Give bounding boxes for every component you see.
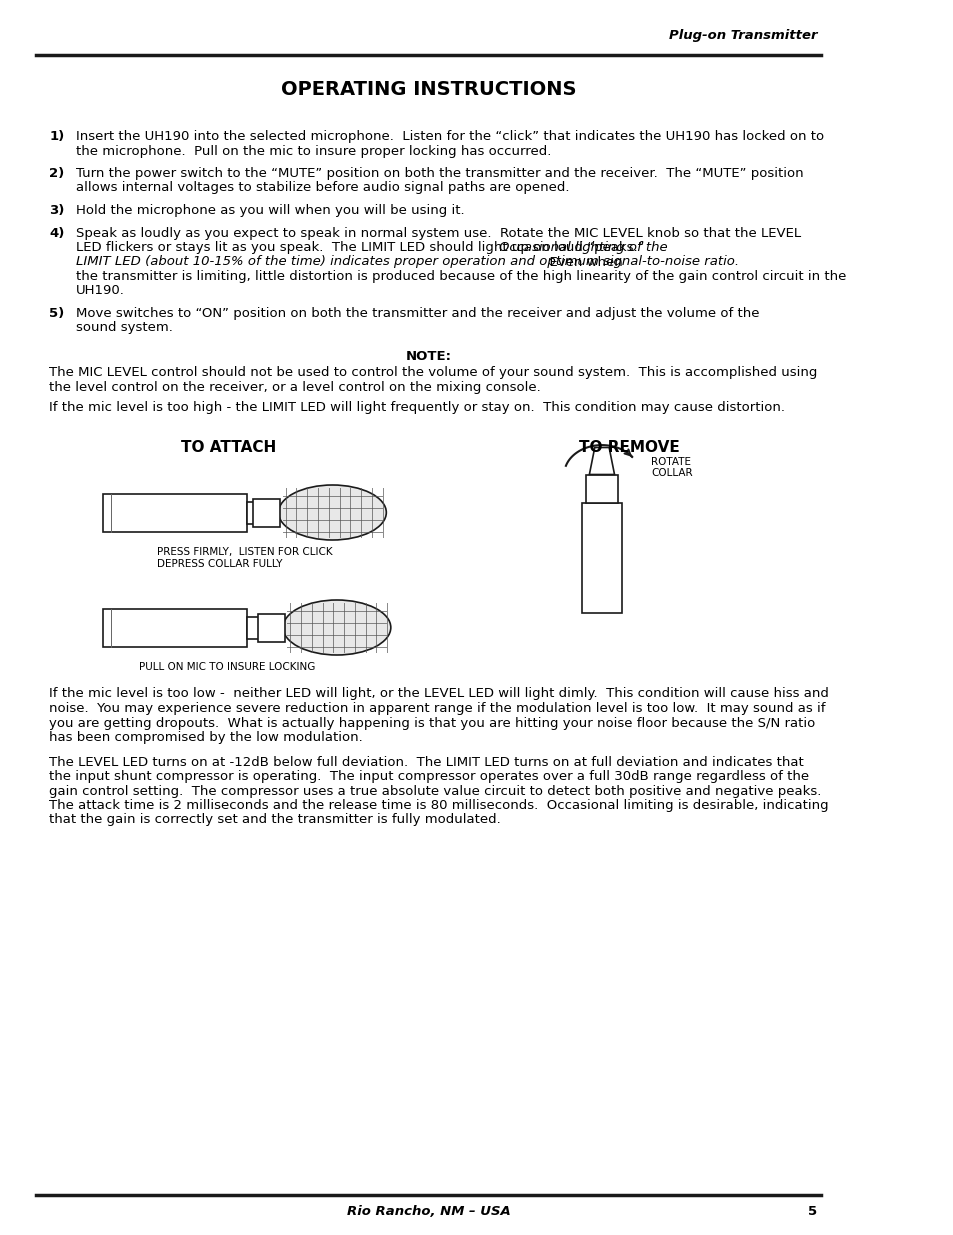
Text: 1): 1) [50, 130, 65, 143]
Text: If the mic level is too high - the LIMIT LED will light frequently or stay on.  : If the mic level is too high - the LIMIT… [50, 401, 784, 414]
Text: that the gain is correctly set and the transmitter is fully modulated.: that the gain is correctly set and the t… [50, 814, 500, 826]
Text: Occasional lighting of the: Occasional lighting of the [498, 241, 666, 254]
Text: gain control setting.  The compressor uses a true absolute value circuit to dete: gain control setting. The compressor use… [50, 784, 821, 798]
Text: Plug-on Transmitter: Plug-on Transmitter [668, 28, 817, 42]
Text: ROTATE
COLLAR: ROTATE COLLAR [651, 457, 692, 478]
FancyBboxPatch shape [103, 609, 247, 646]
Text: 4): 4) [50, 226, 65, 240]
Ellipse shape [278, 485, 386, 540]
FancyBboxPatch shape [253, 499, 280, 526]
Ellipse shape [283, 600, 391, 655]
Text: Move switches to “ON” position on both the transmitter and the receiver and adju: Move switches to “ON” position on both t… [76, 308, 760, 320]
Polygon shape [589, 447, 614, 474]
Text: the input shunt compressor is operating.  The input compressor operates over a f: the input shunt compressor is operating.… [50, 769, 809, 783]
Text: Turn the power switch to the “MUTE” position on both the transmitter and the rec: Turn the power switch to the “MUTE” posi… [76, 167, 803, 180]
Text: TO REMOVE: TO REMOVE [578, 441, 679, 456]
Text: NOTE:: NOTE: [405, 350, 451, 363]
Text: Speak as loudly as you expect to speak in normal system use.  Rotate the MIC LEV: Speak as loudly as you expect to speak i… [76, 226, 801, 240]
Text: 3): 3) [50, 204, 65, 217]
Text: has been compromised by the low modulation.: has been compromised by the low modulati… [50, 731, 363, 743]
Text: LED flickers or stays lit as you speak.  The LIMIT LED should light up on loud “: LED flickers or stays lit as you speak. … [76, 241, 653, 254]
Text: Even when: Even when [540, 256, 622, 268]
Text: LIMIT LED (about 10-15% of the time) indicates proper operation and optimum sign: LIMIT LED (about 10-15% of the time) ind… [76, 256, 739, 268]
Text: The MIC LEVEL control should not be used to control the volume of your sound sys: The MIC LEVEL control should not be used… [50, 366, 817, 379]
Text: OPERATING INSTRUCTIONS: OPERATING INSTRUCTIONS [280, 80, 576, 99]
Text: The LEVEL LED turns on at -12dB below full deviation.  The LIMIT LED turns on at: The LEVEL LED turns on at -12dB below fu… [50, 756, 803, 768]
Text: PRESS FIRMLY,  LISTEN FOR CLICK
DEPRESS COLLAR FULLY: PRESS FIRMLY, LISTEN FOR CLICK DEPRESS C… [157, 547, 333, 569]
Text: TO ATTACH: TO ATTACH [181, 441, 276, 456]
Text: The attack time is 2 milliseconds and the release time is 80 milliseconds.  Occa: The attack time is 2 milliseconds and th… [50, 799, 828, 811]
Text: sound system.: sound system. [76, 321, 173, 335]
Text: allows internal voltages to stabilize before audio signal paths are opened.: allows internal voltages to stabilize be… [76, 182, 569, 194]
Text: the level control on the receiver, or a level control on the mixing console.: the level control on the receiver, or a … [50, 380, 540, 394]
Text: you are getting dropouts.  What is actually happening is that you are hitting yo: you are getting dropouts. What is actual… [50, 716, 815, 730]
Text: Insert the UH190 into the selected microphone.  Listen for the “click” that indi: Insert the UH190 into the selected micro… [76, 130, 823, 143]
Text: If the mic level is too low -  neither LED will light, or the LEVEL LED will lig: If the mic level is too low - neither LE… [50, 688, 828, 700]
FancyBboxPatch shape [247, 501, 267, 524]
FancyBboxPatch shape [247, 616, 267, 638]
Text: 2): 2) [50, 167, 65, 180]
FancyBboxPatch shape [257, 614, 285, 641]
Text: Hold the microphone as you will when you will be using it.: Hold the microphone as you will when you… [76, 204, 464, 217]
FancyBboxPatch shape [581, 503, 621, 613]
Text: the microphone.  Pull on the mic to insure proper locking has occurred.: the microphone. Pull on the mic to insur… [76, 144, 551, 158]
Text: 5: 5 [807, 1205, 817, 1218]
Text: PULL ON MIC TO INSURE LOCKING: PULL ON MIC TO INSURE LOCKING [139, 662, 315, 673]
Text: noise.  You may experience severe reduction in apparent range if the modulation : noise. You may experience severe reducti… [50, 701, 825, 715]
FancyBboxPatch shape [103, 494, 247, 531]
Text: UH190.: UH190. [76, 284, 125, 298]
Text: 5): 5) [50, 308, 65, 320]
FancyBboxPatch shape [585, 474, 618, 503]
Text: Rio Rancho, NM – USA: Rio Rancho, NM – USA [346, 1205, 510, 1218]
Text: the transmitter is limiting, little distortion is produced because of the high l: the transmitter is limiting, little dist… [76, 270, 846, 283]
